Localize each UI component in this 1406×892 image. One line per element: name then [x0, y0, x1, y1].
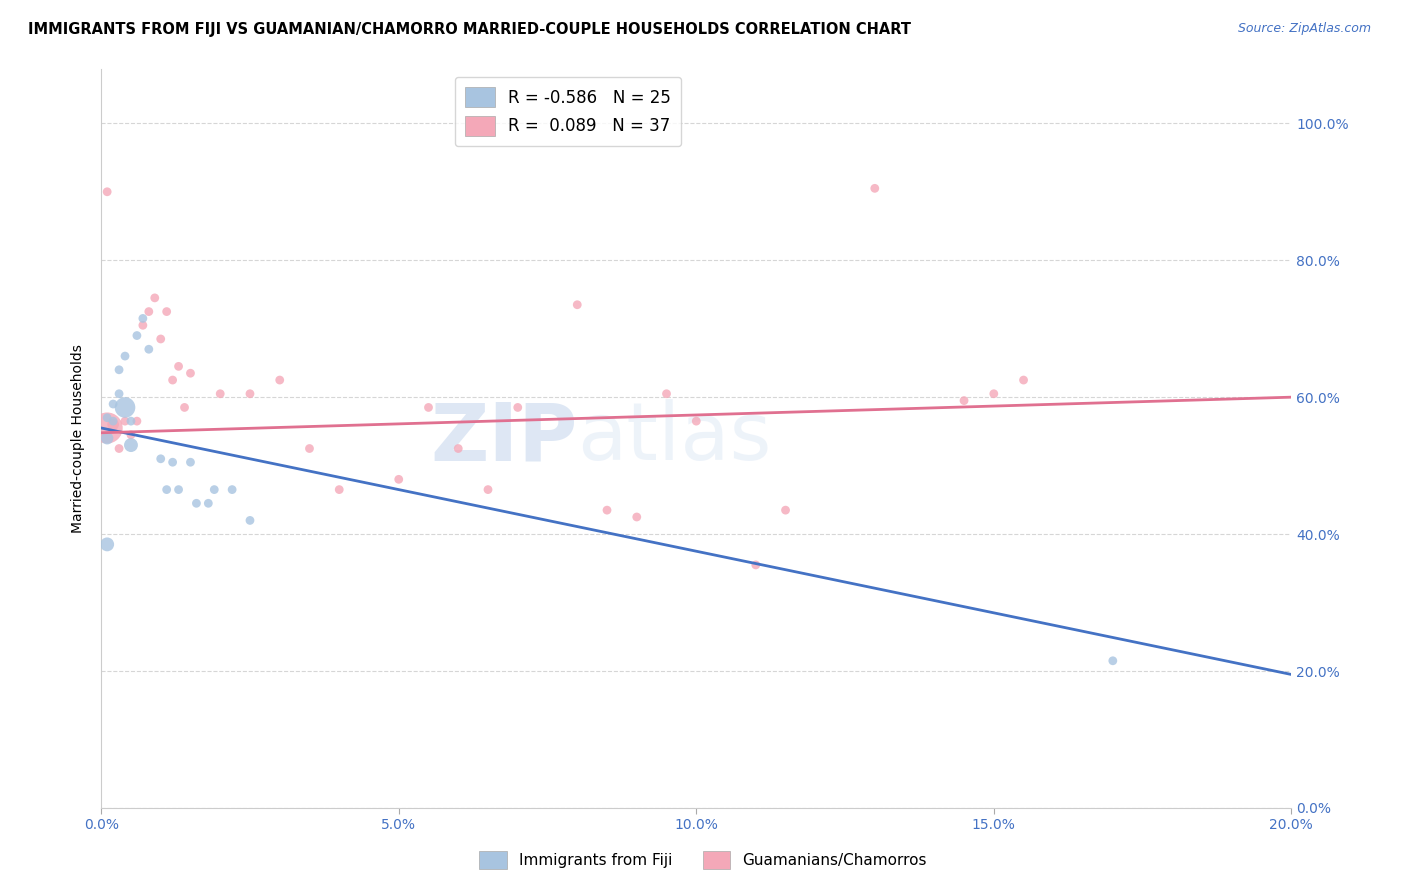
- Point: [108, 363, 131, 377]
- Point: [156, 304, 179, 318]
- Point: [173, 401, 195, 415]
- Point: [745, 558, 768, 572]
- Point: [120, 414, 142, 428]
- Point: [120, 427, 142, 442]
- Point: [114, 401, 136, 415]
- Point: [506, 401, 529, 415]
- Text: atlas: atlas: [578, 400, 772, 477]
- Point: [96, 185, 118, 199]
- Point: [96, 410, 118, 425]
- Point: [209, 386, 232, 401]
- Point: [269, 373, 291, 387]
- Point: [167, 359, 190, 374]
- Point: [108, 386, 131, 401]
- Point: [655, 386, 678, 401]
- Point: [953, 393, 976, 408]
- Point: [125, 328, 148, 343]
- Point: [418, 401, 440, 415]
- Point: [596, 503, 619, 517]
- Point: [96, 421, 118, 435]
- Point: [132, 318, 155, 333]
- Point: [477, 483, 499, 497]
- Point: [167, 483, 190, 497]
- Point: [626, 510, 648, 524]
- Point: [775, 503, 797, 517]
- Point: [239, 513, 262, 527]
- Point: [162, 455, 184, 469]
- Point: [179, 366, 201, 380]
- Point: [685, 414, 707, 428]
- Point: [114, 349, 136, 363]
- Point: [120, 438, 142, 452]
- Point: [108, 442, 131, 456]
- Point: [96, 537, 118, 551]
- Point: [221, 483, 243, 497]
- Point: [101, 397, 124, 411]
- Point: [132, 311, 155, 326]
- Point: [138, 304, 160, 318]
- Point: [567, 298, 589, 312]
- Text: ZIP: ZIP: [430, 400, 578, 477]
- Point: [1101, 654, 1123, 668]
- Point: [202, 483, 225, 497]
- Point: [125, 414, 148, 428]
- Point: [149, 332, 172, 346]
- Point: [388, 472, 411, 486]
- Point: [1012, 373, 1035, 387]
- Point: [179, 455, 201, 469]
- Text: IMMIGRANTS FROM FIJI VS GUAMANIAN/CHAMORRO MARRIED-COUPLE HOUSEHOLDS CORRELATION: IMMIGRANTS FROM FIJI VS GUAMANIAN/CHAMOR…: [28, 22, 911, 37]
- Text: Source: ZipAtlas.com: Source: ZipAtlas.com: [1237, 22, 1371, 36]
- Point: [143, 291, 166, 305]
- Point: [447, 442, 470, 456]
- Point: [156, 483, 179, 497]
- Point: [162, 373, 184, 387]
- Point: [863, 181, 886, 195]
- Point: [149, 451, 172, 466]
- Legend: R = -0.586   N = 25, R =  0.089   N = 37: R = -0.586 N = 25, R = 0.089 N = 37: [454, 77, 681, 146]
- Point: [239, 386, 262, 401]
- Point: [101, 414, 124, 428]
- Point: [328, 483, 350, 497]
- Point: [197, 496, 219, 510]
- Point: [138, 343, 160, 357]
- Point: [983, 386, 1005, 401]
- Point: [186, 496, 208, 510]
- Legend: Immigrants from Fiji, Guamanians/Chamorros: Immigrants from Fiji, Guamanians/Chamorr…: [472, 845, 934, 875]
- Point: [101, 417, 124, 432]
- Y-axis label: Married-couple Households: Married-couple Households: [72, 343, 86, 533]
- Point: [96, 431, 118, 445]
- Point: [298, 442, 321, 456]
- Point: [114, 414, 136, 428]
